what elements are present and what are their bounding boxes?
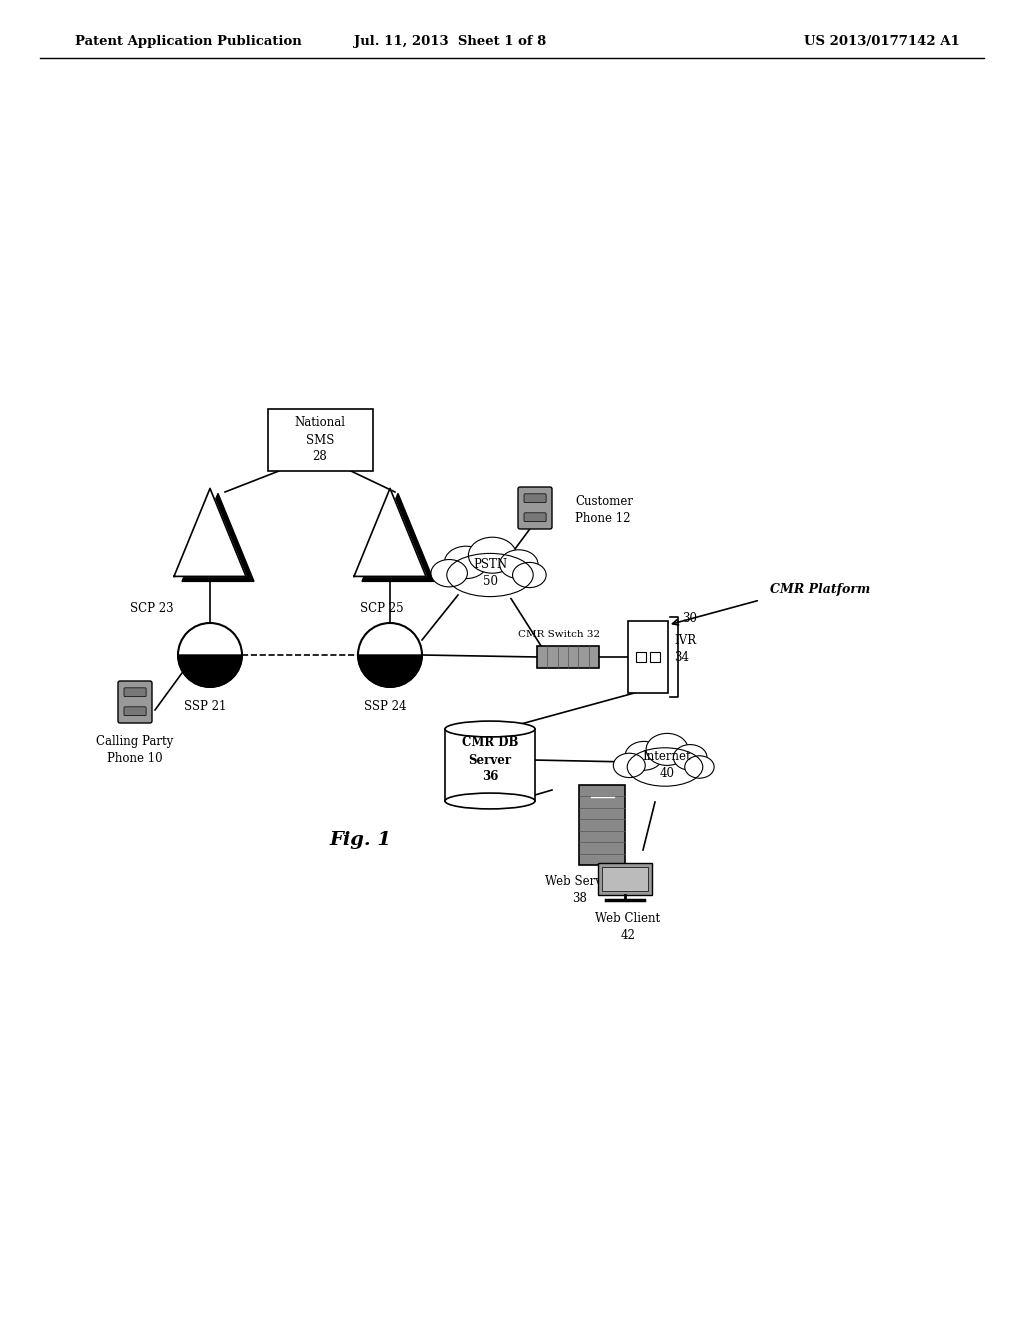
Circle shape: [178, 623, 242, 686]
Text: CMR Switch 32: CMR Switch 32: [518, 630, 600, 639]
Text: SSP 21: SSP 21: [184, 700, 226, 713]
Text: Calling Party
Phone 10: Calling Party Phone 10: [96, 735, 174, 766]
FancyBboxPatch shape: [579, 785, 625, 865]
Text: Jul. 11, 2013  Sheet 1 of 8: Jul. 11, 2013 Sheet 1 of 8: [354, 36, 546, 48]
Ellipse shape: [468, 537, 516, 573]
FancyBboxPatch shape: [445, 729, 535, 801]
Text: SCP 23: SCP 23: [130, 602, 174, 615]
Polygon shape: [362, 494, 434, 581]
Ellipse shape: [513, 562, 546, 587]
FancyBboxPatch shape: [628, 620, 668, 693]
Ellipse shape: [444, 546, 487, 578]
FancyBboxPatch shape: [118, 681, 152, 723]
Ellipse shape: [431, 560, 467, 587]
Ellipse shape: [646, 734, 688, 766]
Text: National
SMS
28: National SMS 28: [295, 417, 345, 463]
Text: Patent Application Publication: Patent Application Publication: [75, 36, 302, 48]
Polygon shape: [178, 655, 242, 686]
Ellipse shape: [500, 550, 538, 578]
FancyBboxPatch shape: [598, 863, 652, 895]
Text: Web Client
42: Web Client 42: [595, 912, 660, 942]
FancyBboxPatch shape: [518, 487, 552, 529]
Text: Internet
40: Internet 40: [643, 750, 691, 780]
Text: US 2013/0177142 A1: US 2013/0177142 A1: [804, 36, 961, 48]
FancyBboxPatch shape: [267, 409, 373, 471]
Polygon shape: [174, 488, 246, 577]
FancyBboxPatch shape: [124, 688, 146, 697]
Polygon shape: [182, 494, 254, 581]
FancyBboxPatch shape: [537, 645, 599, 668]
FancyBboxPatch shape: [524, 513, 546, 521]
Text: Fig. 1: Fig. 1: [329, 832, 391, 849]
FancyBboxPatch shape: [524, 494, 546, 503]
FancyBboxPatch shape: [650, 652, 660, 663]
Ellipse shape: [685, 756, 714, 779]
Text: PSTN
50: PSTN 50: [473, 558, 507, 587]
Ellipse shape: [445, 793, 535, 809]
Ellipse shape: [625, 742, 663, 770]
Text: SSP 24: SSP 24: [364, 700, 407, 713]
Text: SCP 25: SCP 25: [360, 602, 403, 615]
Polygon shape: [358, 655, 422, 686]
FancyBboxPatch shape: [636, 652, 646, 663]
Text: Web Server
38: Web Server 38: [545, 875, 614, 906]
FancyBboxPatch shape: [602, 867, 648, 891]
Ellipse shape: [674, 744, 707, 770]
Polygon shape: [354, 488, 426, 577]
FancyBboxPatch shape: [124, 706, 146, 715]
Text: Customer
Phone 12: Customer Phone 12: [575, 495, 633, 525]
Ellipse shape: [627, 744, 702, 789]
Text: IVR
34: IVR 34: [674, 634, 696, 664]
Text: CMR Platform: CMR Platform: [770, 583, 870, 597]
Ellipse shape: [613, 754, 645, 777]
Ellipse shape: [445, 721, 535, 737]
Text: 30: 30: [682, 612, 697, 624]
Circle shape: [358, 623, 422, 686]
Text: CMR DB
Server
36: CMR DB Server 36: [462, 737, 518, 784]
Ellipse shape: [446, 550, 534, 601]
